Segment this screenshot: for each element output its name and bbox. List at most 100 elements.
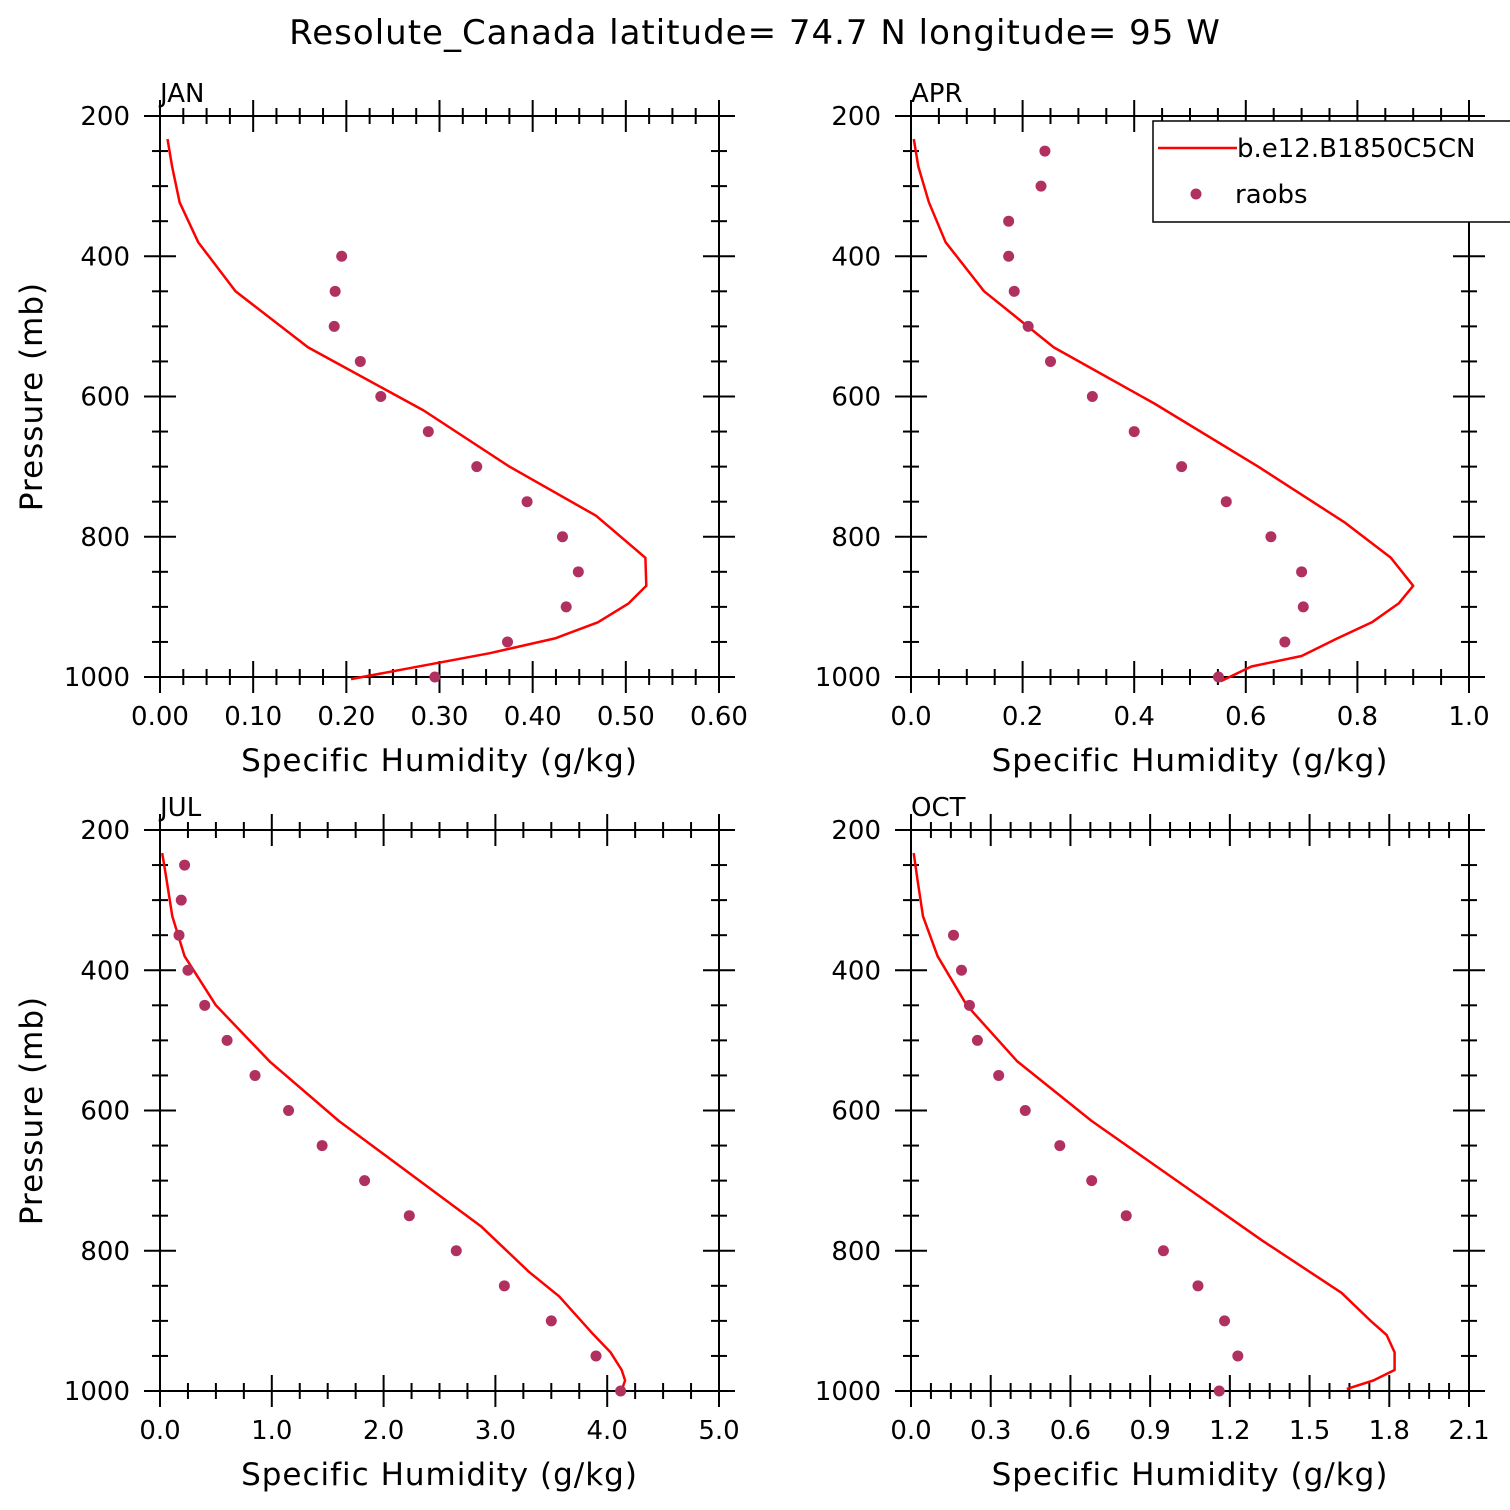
x-tick-label: 0.8 (1337, 702, 1378, 732)
y-tick-label: 600 (831, 383, 881, 413)
x-tick-label: 0.0 (890, 1416, 931, 1446)
y-tick-label: 400 (80, 956, 130, 986)
legend-label-model: b.e12.B1850C5CN (1237, 134, 1475, 164)
model-profile-line (160, 852, 627, 1394)
x-tick-label: 1.8 (1369, 1416, 1410, 1446)
model-profile-line (912, 138, 1415, 683)
y-tick-label: 800 (80, 1237, 130, 1267)
raobs-point (354, 355, 366, 367)
y-tick-label: 400 (831, 242, 881, 272)
y-tick-label: 1000 (64, 1377, 130, 1407)
x-tick-label: 0.6 (1225, 702, 1266, 732)
x-tick-label: 0.40 (504, 702, 562, 732)
raobs-point (955, 964, 967, 976)
plot-frame (910, 829, 1470, 1392)
y-tick-label: 600 (831, 1097, 881, 1127)
x-tick-label: 0.0 (139, 1416, 180, 1446)
raobs-point (1054, 1140, 1066, 1152)
raobs-point (173, 929, 185, 941)
raobs-point (249, 1069, 261, 1081)
raobs-points (328, 250, 584, 683)
raobs-point (1039, 145, 1051, 157)
raobs-points (173, 859, 627, 1397)
plot-frame (159, 115, 720, 678)
y-tick-label: 600 (80, 1097, 130, 1127)
y-ticks (895, 829, 1485, 1392)
x-tick-label: 0.00 (131, 702, 189, 732)
x-axis-label: Specific Humidity (g/kg) (992, 1457, 1389, 1493)
y-tick-label: 200 (80, 102, 130, 132)
raobs-point (182, 964, 194, 976)
panel-label: OCT (911, 793, 966, 823)
x-tick-label: 4.0 (587, 1416, 628, 1446)
raobs-point (199, 999, 211, 1011)
legend-label-raobs: raobs (1235, 180, 1308, 210)
x-tick-label: 0.30 (411, 702, 469, 732)
y-axis-label: Pressure (mb) (14, 996, 50, 1225)
raobs-point (471, 461, 483, 473)
raobs-point (359, 1175, 371, 1187)
x-axis-label: Specific Humidity (g/kg) (241, 743, 638, 779)
x-tick-label: 2.0 (363, 1416, 404, 1446)
legend: b.e12.B1850C5CN raobs (1152, 120, 1510, 223)
x-tick-label: 1.0 (1448, 702, 1489, 732)
raobs-point (1265, 531, 1277, 543)
y-tick-label: 800 (80, 523, 130, 553)
figure-title: Resolute_Canada latitude= 74.7 N longitu… (289, 13, 1221, 53)
y-axis-label: Pressure (mb) (14, 282, 50, 511)
raobs-point (590, 1350, 602, 1362)
x-tick-label: 0.0 (890, 702, 931, 732)
x-tick-label: 3.0 (475, 1416, 516, 1446)
x-axis-label: Specific Humidity (g/kg) (992, 743, 1389, 779)
y-ticks (144, 829, 735, 1392)
x-tick-label: 0.50 (597, 702, 655, 732)
raobs-point (429, 671, 441, 683)
raobs-points (948, 929, 1244, 1397)
y-tick-label: 400 (831, 956, 881, 986)
raobs-point (1212, 671, 1224, 683)
raobs-points (1003, 145, 1309, 683)
raobs-point (450, 1245, 462, 1257)
raobs-point (1176, 461, 1188, 473)
y-tick-label: 1000 (815, 1377, 881, 1407)
legend-box (1152, 120, 1510, 223)
raobs-point (1086, 391, 1098, 402)
raobs-point (1022, 320, 1034, 332)
y-tick-label: 600 (80, 383, 130, 413)
x-tick-label: 1.0 (251, 1416, 292, 1446)
raobs-point (375, 391, 387, 402)
x-tick-label: 0.9 (1129, 1416, 1170, 1446)
raobs-point (175, 894, 187, 906)
x-tick-label: 2.1 (1448, 1416, 1489, 1446)
legend-marker-swatch (1190, 188, 1202, 200)
raobs-point (1213, 1385, 1225, 1397)
raobs-point (1279, 636, 1291, 648)
y-tick-label: 400 (80, 242, 130, 272)
raobs-point (1086, 1175, 1098, 1187)
raobs-point (963, 999, 975, 1011)
raobs-point (502, 636, 514, 648)
x-tick-label: 5.0 (698, 1416, 739, 1446)
raobs-point (1220, 496, 1232, 508)
raobs-point (403, 1210, 415, 1222)
raobs-point (1157, 1245, 1169, 1257)
x-tick-label: 0.3 (970, 1416, 1011, 1446)
raobs-point (328, 320, 340, 332)
raobs-point (1003, 215, 1015, 227)
raobs-point (498, 1280, 510, 1292)
x-tick-label: 0.20 (317, 702, 375, 732)
y-tick-label: 1000 (64, 663, 130, 693)
y-ticks (144, 115, 735, 678)
x-ticks (910, 814, 1470, 1407)
x-ticks (159, 814, 720, 1407)
raobs-point (1232, 1350, 1244, 1362)
plot-frame (159, 829, 720, 1392)
raobs-point (572, 566, 584, 578)
raobs-point (1297, 601, 1309, 613)
panel-label: APR (911, 79, 963, 109)
raobs-point (1219, 1315, 1231, 1327)
raobs-point (556, 531, 568, 543)
